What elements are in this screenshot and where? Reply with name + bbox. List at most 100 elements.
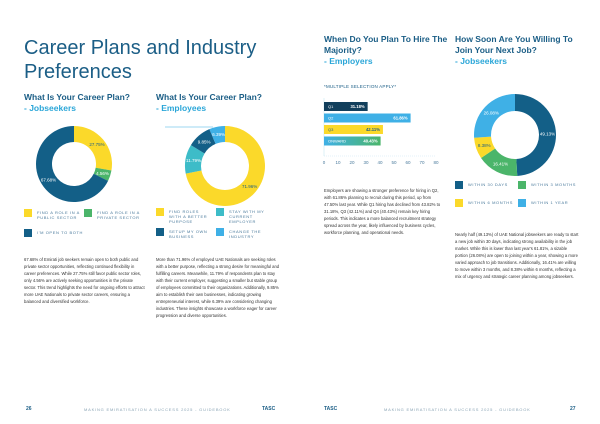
right-page: When Do You Plan To Hire The Majority? -… [300,0,600,424]
employees-career-plan-donut: 71.96% 11.79% 9.85%6.39% [165,126,265,206]
slice-label: 27.75% [89,142,104,147]
legend-item: Within 6 months [455,199,525,207]
donut-slice [515,94,556,176]
slice-label: 4.56% [96,171,109,176]
left-page: Career Plans and Industry Preferences Wh… [24,37,280,412]
bar-value-label: 42.11% [366,127,380,132]
question-subtitle: - Employees [156,103,207,113]
x-tick-label: 20 [349,160,355,165]
bar-category-label: ONWARD [328,139,346,144]
slice-label: 8.38% [478,143,491,148]
bar-category-label: Q2 [328,116,334,121]
tasc-logo: TASC [324,406,338,412]
footer-text: MAKING EMIRATISATION A SUCCESS 2025 - GU… [384,407,531,412]
x-tick-label: 80 [433,160,439,165]
multiple-selection-note: *MULTIPLE SELECTION APPLY* [324,84,397,89]
slice-label: 16.41% [493,162,508,167]
donut-slice [474,136,496,158]
donut-slice [74,126,112,171]
legend-label: Change the industry [229,229,262,239]
question-text: How Soon Are You Willing To Join Your Ne… [455,34,573,55]
slice-label: 49.13% [540,132,555,137]
donut-slice [185,145,205,174]
employees-paragraph: More than 71.96% of employed UAE Nationa… [156,257,280,318]
x-tick-label: 0 [323,160,326,165]
slice-label: 11.79% [186,158,201,163]
employees-career-plan-title: What Is Your Career Plan? - Employees [156,92,262,114]
legend-label: Find roles with a better purpose [169,209,208,224]
page-title: Career Plans and Industry Preferences [24,37,257,83]
legend-item: Setup my own business [156,228,212,239]
legend-item: Within 3 months [518,181,588,189]
legend-item: Stay with my current employer [216,208,272,224]
legend-item: Change the industry [216,228,272,239]
legend-swatch [156,228,164,236]
legend-label: Within 30 days [468,182,508,187]
donut-slice [481,148,518,176]
legend-swatch [156,208,164,216]
bar-value-label: 61.86% [393,116,407,121]
legend-swatch [455,181,463,189]
jobseekers-paragraph: 67.68% of Emirati job seekers remain ope… [24,257,145,304]
legend-swatch [24,229,32,237]
donut-slice [190,129,216,154]
bar-category-label: Q1 [328,104,334,109]
donut-slice [185,126,265,206]
question-text: What Is Your Career Plan? [24,92,130,102]
legend-item: Find a role in a private sector [84,209,154,220]
legend-item: Within 30 days [455,181,525,189]
x-tick-label: 30 [363,160,369,165]
legend-item: Find a role in a public sector [24,209,94,220]
legend-label: Within 3 months [531,182,576,187]
donut-slice [474,94,515,138]
bar-value-label: 40.43% [363,139,377,144]
employers-hire-bar-chart: Q1 31.18% Q2 61.86% Q3 42.11% ONWARD 40.43% 0 10 2… [323,98,439,165]
question-subtitle: - Employers [324,56,373,66]
legend-swatch [24,209,32,217]
jobseekers-career-plan-title: What Is Your Career Plan? - Jobseekers [24,92,130,114]
donut-slice [93,167,112,181]
page-number: 26 [26,406,32,412]
legend-label: Within 6 months [468,200,513,205]
legend-label: I'm open to both [37,230,83,235]
legend-item: Within 1 year [518,199,588,207]
jobseekers-career-plan-donut: 27.75% 4.56% 67.68% [36,126,112,202]
slice-label: 9.85% [198,139,211,144]
legend-swatch [518,199,526,207]
bar [324,113,411,123]
page-number: 27 [570,406,576,412]
donut-slice [36,126,109,202]
legend-label: Find a role in a private sector [97,210,140,220]
slice-label: 67.68% [41,177,56,182]
tasc-logo: TASC [262,406,276,412]
legend-swatch [84,209,92,217]
legend-item: Find roles with a better purpose [156,208,212,224]
question-text: What Is Your Career Plan? [156,92,262,102]
donut-slice [209,126,225,144]
bar [324,102,368,111]
legend-swatch [455,199,463,207]
legend-label: Find a role in a public sector [37,210,80,220]
x-tick-label: 60 [405,160,411,165]
legend-swatch [216,228,224,236]
question-text: When Do You Plan To Hire The Majority? [324,34,448,55]
slice-label: 26.08% [484,110,499,115]
question-subtitle: - Jobseekers [455,56,507,66]
legend-label: Within 1 year [531,200,569,205]
jobseekers-join-paragraph: Nearly half (49.13%) of UAE National job… [455,232,579,279]
footer-text: MAKING EMIRATISATION A SUCCESS 2025 - GU… [84,407,231,412]
legend-swatch [518,181,526,189]
x-tick-label: 50 [391,160,397,165]
jobseekers-join-donut: 49.13% 16.41% 8.38% 26.08% [474,94,556,176]
bar-value-label: 31.18% [350,104,364,109]
employers-paragraph: Employers are showing a stronger prefere… [324,188,441,235]
slice-label: 71.96% [242,184,257,189]
legend-swatch [216,208,224,216]
employers-hire-title: When Do You Plan To Hire The Majority? -… [324,34,449,67]
x-tick-label: 70 [419,160,425,165]
x-tick-label: 40 [377,160,383,165]
bar-category-label: Q3 [328,127,334,132]
slice-label: 6.39% [212,132,225,137]
legend-item: I'm open to both [24,229,94,237]
x-tick-label: 10 [335,160,341,165]
